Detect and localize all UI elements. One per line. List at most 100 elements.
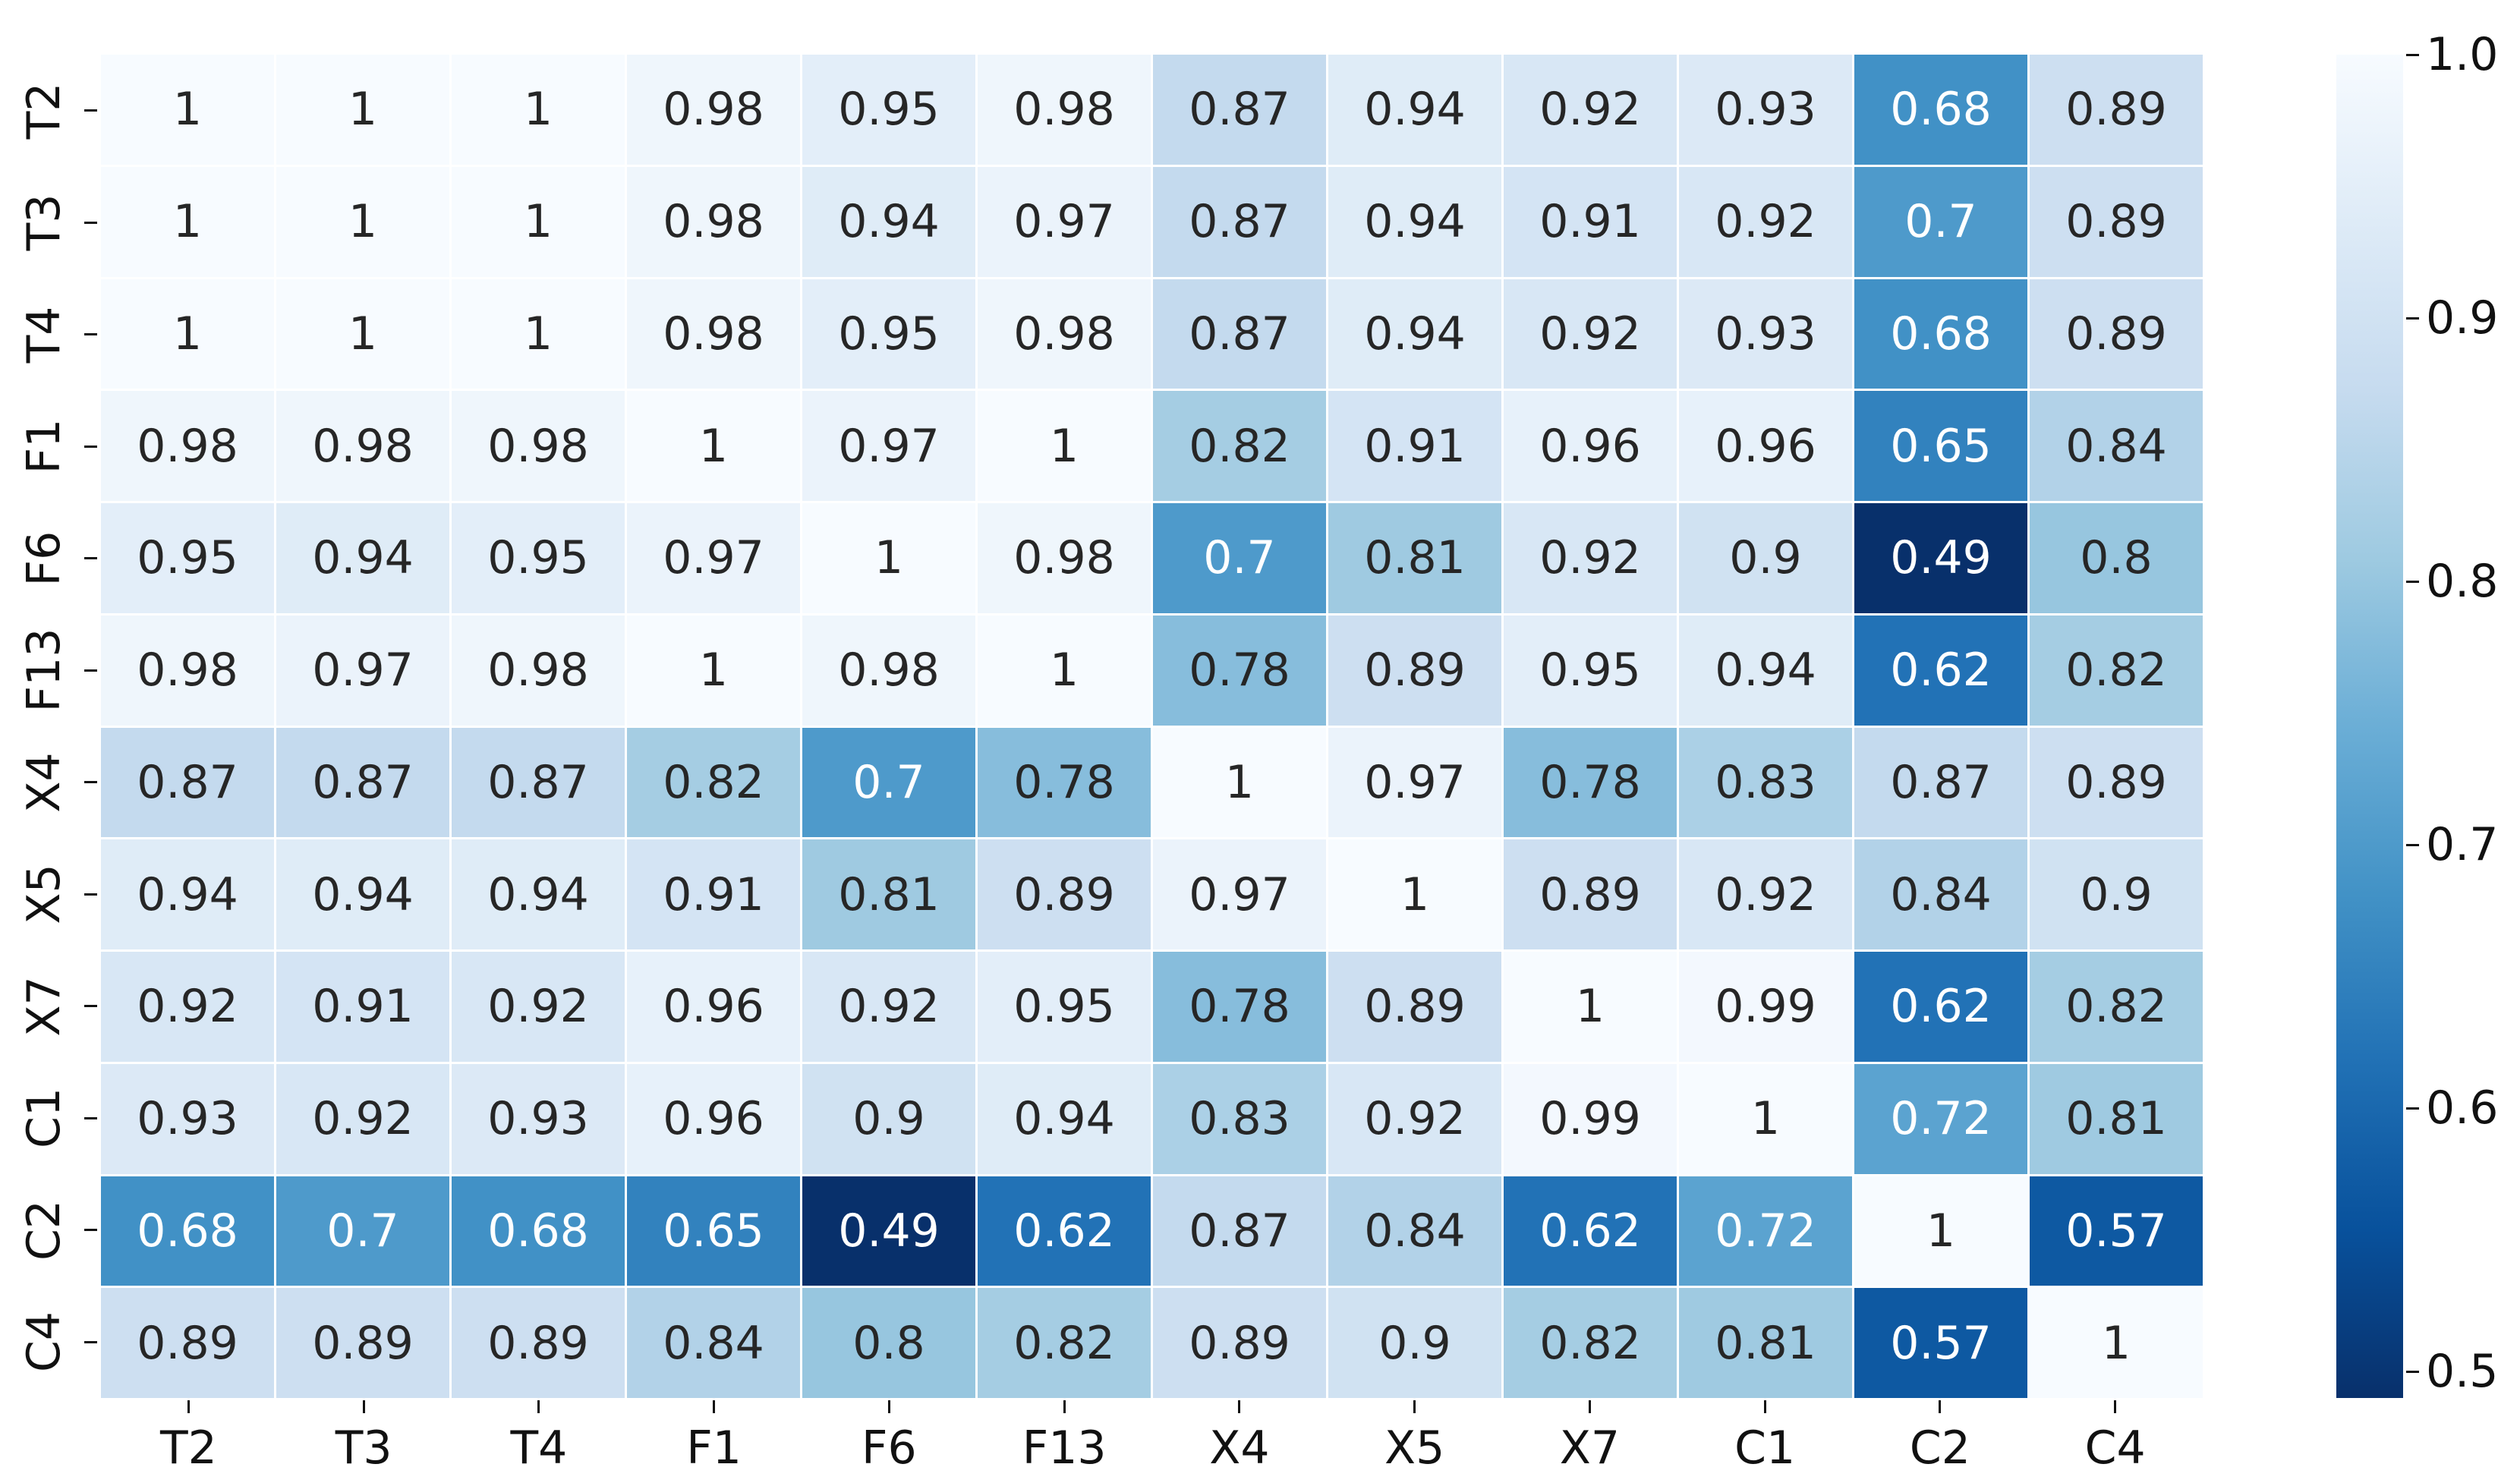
- heatmap-cell-T2-C1: 0.93: [1679, 55, 1852, 165]
- heatmap-cell-X4-C1: 0.83: [1679, 727, 1852, 838]
- cell-value: 0.89: [2065, 195, 2167, 249]
- cell-value: 0.7: [1904, 195, 1977, 249]
- cell-value: 0.92: [487, 980, 589, 1034]
- heatmap-cell-X4-F6: 0.7: [802, 727, 975, 838]
- heatmap-cell-X7-F13: 0.95: [978, 952, 1151, 1062]
- heatmap-cell-F13-C4: 0.82: [2030, 615, 2203, 726]
- y-tick-mark: [84, 1340, 97, 1343]
- heatmap-cell-C1-C1: 1: [1679, 1063, 1852, 1174]
- heatmap-cell-F1-C1: 0.96: [1679, 391, 1852, 501]
- heatmap-cell-F1-C4: 0.84: [2030, 391, 2203, 501]
- cell-value: 0.95: [838, 83, 940, 137]
- cell-value: 0.68: [137, 1204, 238, 1258]
- cell-value: 0.98: [1013, 531, 1115, 585]
- x-tick-mark: [887, 1400, 890, 1413]
- heatmap-grid: 1 1 1 0.98 0.95 0.98 0.87 0.94 0.92 0.93 0.68 0.89 1…: [101, 55, 2203, 1398]
- colorbar-gradient: [2336, 55, 2403, 1398]
- heatmap-cell-T4-F13: 0.98: [978, 279, 1151, 389]
- cell-value: 0.98: [663, 307, 764, 361]
- heatmap-cell-C1-T4: 0.93: [452, 1063, 625, 1174]
- heatmap-cell-X4-X5: 0.97: [1328, 727, 1501, 838]
- heatmap-cell-X7-F1: 0.96: [627, 952, 800, 1062]
- cell-value: 1: [172, 307, 203, 361]
- cell-value: 0.89: [1189, 1316, 1290, 1370]
- heatmap-cell-X5-T2: 0.94: [101, 839, 274, 949]
- cell-value: 0.72: [1890, 1092, 1992, 1146]
- cell-value: 0.97: [838, 419, 940, 473]
- heatmap-cell-C4-C2: 0.57: [1854, 1288, 2027, 1398]
- heatmap-cell-X4-T3: 0.87: [276, 727, 449, 838]
- cell-value: 0.98: [137, 644, 238, 697]
- heatmap-cell-C4-C4: 1: [2030, 1288, 2203, 1398]
- cell-value: 1: [698, 644, 729, 697]
- heatmap-cell-T4-T2: 1: [101, 279, 274, 389]
- heatmap-cell-T2-X5: 0.94: [1328, 55, 1501, 165]
- heatmap-cell-C4-C1: 0.81: [1679, 1288, 1852, 1398]
- heatmap-cell-F1-F13: 1: [978, 391, 1151, 501]
- y-axis-label-F6: F6: [17, 531, 71, 587]
- y-tick-mark: [84, 1005, 97, 1008]
- cell-value: 0.98: [838, 644, 940, 697]
- heatmap-cell-F13-F6: 0.98: [802, 615, 975, 726]
- cell-value: 0.89: [1539, 867, 1641, 921]
- heatmap-cell-X4-X4: 1: [1153, 727, 1326, 838]
- x-tick-mark: [713, 1400, 716, 1413]
- cell-value: 1: [523, 307, 553, 361]
- cell-value: 0.82: [1539, 1316, 1641, 1370]
- cell-value: 0.92: [1539, 307, 1641, 361]
- heatmap-cell-F13-T2: 0.98: [101, 615, 274, 726]
- heatmap-cell-F6-C2: 0.49: [1854, 503, 2027, 613]
- heatmap-cell-C1-X7: 0.99: [1504, 1063, 1677, 1174]
- cell-value: 0.49: [1890, 531, 1992, 585]
- cell-value: 0.95: [487, 531, 589, 585]
- heatmap-cell-T4-X7: 0.92: [1504, 279, 1677, 389]
- heatmap-cell-F13-T3: 0.97: [276, 615, 449, 726]
- heatmap-cell-F1-T3: 0.98: [276, 391, 449, 501]
- cell-value: 1: [698, 419, 729, 473]
- cell-value: 0.92: [1539, 531, 1641, 585]
- heatmap-cell-X7-X4: 0.78: [1153, 952, 1326, 1062]
- y-tick-mark: [84, 1229, 97, 1232]
- cell-value: 0.97: [1013, 195, 1115, 249]
- heatmap-cell-X7-F6: 0.92: [802, 952, 975, 1062]
- y-tick-mark: [84, 1116, 97, 1119]
- cell-value: 1: [348, 307, 378, 361]
- cell-value: 0.99: [1539, 1092, 1641, 1146]
- y-axis-label-T4: T4: [17, 306, 71, 364]
- heatmap-cell-C1-C2: 0.72: [1854, 1063, 2027, 1174]
- heatmap-cell-F6-F13: 0.98: [978, 503, 1151, 613]
- heatmap-cell-X5-T4: 0.94: [452, 839, 625, 949]
- heatmap-cell-C2-X4: 0.87: [1153, 1176, 1326, 1286]
- colorbar-tick-label-0.7: 0.7: [2426, 818, 2499, 872]
- cell-value: 0.65: [663, 1204, 764, 1258]
- colorbar-tick-mark: [2406, 580, 2419, 583]
- heatmap-cell-F13-X5: 0.89: [1328, 615, 1501, 726]
- heatmap-cell-T2-C2: 0.68: [1854, 55, 2027, 165]
- cell-value: 0.8: [2080, 531, 2153, 585]
- cell-value: 0.81: [2065, 1092, 2167, 1146]
- heatmap-cell-C2-C2: 1: [1854, 1176, 2027, 1286]
- x-axis-label-X7: X7: [1559, 1422, 1621, 1475]
- cell-value: 0.84: [663, 1316, 764, 1370]
- heatmap-cell-C2-T3: 0.7: [276, 1176, 449, 1286]
- cell-value: 0.78: [1189, 980, 1290, 1034]
- cell-value: 0.87: [487, 755, 589, 809]
- y-tick-mark: [84, 221, 97, 224]
- colorbar-tick-mark: [2406, 843, 2419, 846]
- cell-value: 0.83: [1715, 755, 1816, 809]
- x-axis-label-C1: C1: [1734, 1422, 1796, 1475]
- heatmap-cell-T2-F1: 0.98: [627, 55, 800, 165]
- heatmap-cell-T2-C4: 0.89: [2030, 55, 2203, 165]
- cell-value: 0.93: [1715, 83, 1816, 137]
- heatmap-cell-T4-T3: 1: [276, 279, 449, 389]
- cell-value: 0.98: [487, 419, 589, 473]
- cell-value: 1: [2101, 1316, 2131, 1370]
- x-tick-mark: [1939, 1400, 1942, 1413]
- heatmap-cell-F1-F1: 1: [627, 391, 800, 501]
- heatmap-cell-T2-X7: 0.92: [1504, 55, 1677, 165]
- cell-value: 0.94: [1364, 307, 1466, 361]
- x-tick-mark: [1063, 1400, 1066, 1413]
- heatmap-cell-T3-X4: 0.87: [1153, 166, 1326, 277]
- y-tick-mark: [84, 893, 97, 896]
- cell-value: 0.62: [1539, 1204, 1641, 1258]
